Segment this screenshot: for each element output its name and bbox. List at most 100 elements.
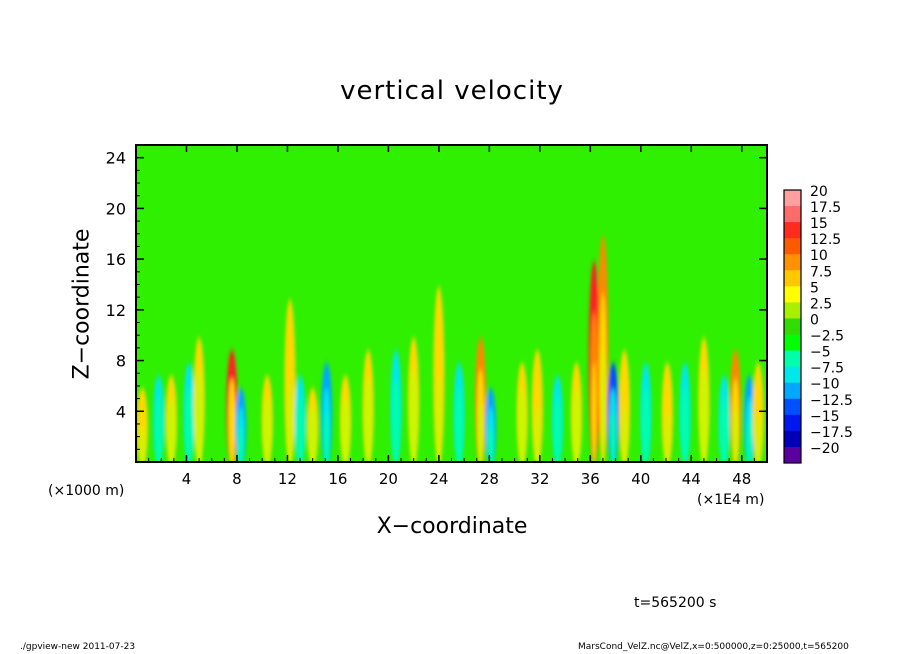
y-tick-label-12: 12 (106, 301, 126, 320)
colorbar-label-15: −17.5 (810, 425, 853, 441)
colorbar-label-16: −20 (810, 441, 840, 457)
x-tick-label-40: 40 (631, 470, 650, 488)
y-tick-label-8: 8 (116, 352, 126, 371)
heatmap-plume-1-2 (196, 400, 202, 462)
colorbar-swatch-12 (784, 382, 801, 400)
colorbar-swatch-0 (784, 190, 801, 207)
x-tick-label-48: 48 (732, 470, 751, 488)
heatmap-plume-19-1 (553, 397, 562, 462)
y-tick-label-24: 24 (106, 149, 126, 168)
y-tick-label-16: 16 (106, 250, 126, 269)
x-tick-label-12: 12 (278, 470, 297, 488)
colorbar: 2017.51512.5107.552.50−2.5−5−7.5−10−12.5… (783, 184, 853, 464)
heatmap-plume-27-1 (681, 387, 689, 462)
heatmap-field (136, 235, 764, 462)
footer-program-date: ./gpview-new 2011-07-23 (20, 642, 136, 652)
heatmap-plume-30-2 (733, 406, 738, 462)
colorbar-label-6: 5 (810, 280, 819, 296)
heatmap-plume-33-2 (140, 425, 145, 462)
x-axis-unit-label: (×1000 m) (48, 483, 125, 499)
x-tick-label-8: 8 (232, 470, 242, 488)
heatmap-plume-4-1 (263, 397, 271, 462)
colorbar-swatch-3 (784, 238, 801, 255)
x-tick-label-36: 36 (581, 470, 600, 488)
heatmap-plume-26-2 (665, 413, 670, 462)
heatmap-plume-11-2 (393, 406, 399, 462)
x-tick-label-44: 44 (682, 470, 701, 488)
heatmap-plume-34-1 (155, 397, 163, 462)
colorbar-label-1: 17.5 (810, 200, 841, 216)
colorbar-swatch-16 (784, 446, 801, 464)
colorbar-swatch-10 (784, 350, 801, 368)
colorbar-label-14: −15 (810, 409, 840, 425)
colorbar-swatch-9 (784, 334, 801, 352)
heatmap-plume-3-2 (238, 425, 243, 462)
y-tick-label-20: 20 (106, 199, 126, 218)
colorbar-swatch-15 (784, 430, 801, 448)
time-annotation: t=565200 s (634, 595, 717, 611)
heatmap-plume-25-2 (643, 413, 649, 462)
colorbar-swatch-6 (784, 286, 801, 303)
heatmap-plume-17-1 (518, 387, 526, 462)
heatmap-plume-14-1 (455, 387, 463, 462)
colorbar-label-2: 15 (810, 216, 828, 232)
heatmap-plume-0-1 (185, 387, 193, 462)
heatmap-plume-23-2 (610, 413, 616, 462)
colorbar-label-4: 10 (810, 248, 828, 264)
heatmap-plume-10-1 (364, 378, 372, 462)
x-axis-scale-label: (×1E4 m) (697, 492, 765, 508)
heatmap-plume-9-2 (343, 419, 348, 462)
colorbar-label-8: 0 (810, 312, 819, 328)
colorbar-label-13: −12.5 (810, 393, 853, 409)
colorbar-swatch-8 (784, 318, 801, 336)
x-tick-label-20: 20 (379, 470, 398, 488)
heatmap-plume-7-1 (309, 406, 317, 462)
heatmap-plume-31-2 (747, 419, 752, 462)
x-tick-label-24: 24 (429, 470, 448, 488)
colorbar-swatch-7 (784, 302, 801, 319)
heatmap-plume-13-2 (436, 375, 442, 462)
heatmap-plume-21-2 (591, 362, 597, 462)
colorbar-label-5: 7.5 (810, 264, 832, 280)
colorbar-label-11: −7.5 (810, 361, 844, 377)
x-tick-label-16: 16 (328, 470, 347, 488)
heatmap-plume-15-2 (478, 400, 483, 462)
colorbar-swatch-11 (784, 366, 801, 384)
heatmap-plume-20-1 (572, 387, 581, 462)
colorbar-swatch-4 (784, 254, 801, 271)
colorbar-swatch-13 (784, 398, 801, 416)
heatmap-plume-18-2 (535, 406, 540, 462)
y-tick-label-4: 4 (116, 402, 126, 421)
x-tick-label-32: 32 (530, 470, 549, 488)
colorbar-label-12: −10 (810, 377, 840, 393)
heatmap-plume-12-2 (411, 400, 416, 462)
colorbar-label-10: −5 (810, 345, 831, 361)
heatmap-plume-8-2 (324, 413, 329, 462)
heatmap-plume-6-2 (297, 419, 303, 462)
colorbar-swatch-1 (784, 206, 801, 223)
x-axis-ticks: 4 8 12 16 20 24 28 32 36 40 44 48 (148, 145, 755, 488)
footer-data-source: MarsCond_VelZ.nc@VelZ,x=0:500000,z=0:250… (578, 642, 849, 652)
x-tick-label-4: 4 (182, 470, 192, 488)
heatmap-plume-2-2 (229, 406, 235, 462)
colorbar-label-3: 12.5 (810, 232, 841, 248)
colorbar-label-0: 20 (810, 184, 828, 200)
colorbar-label-9: −2.5 (810, 329, 844, 345)
chart-title: vertical velocity (340, 76, 564, 106)
colorbar-frame (783, 189, 802, 464)
colorbar-swatch-14 (784, 414, 801, 432)
colorbar-swatch-2 (784, 222, 801, 239)
heatmap-plume-24-2 (622, 406, 627, 462)
y-axis-ticks: 4 8 12 16 20 24 (106, 149, 767, 450)
x-tick-label-28: 28 (480, 470, 499, 488)
heatmap-plume-28-1 (700, 368, 708, 462)
heatmap-plume-5-2 (287, 381, 293, 462)
colorbar-label-7: 2.5 (810, 296, 832, 312)
heatmap-plume-22-2 (600, 349, 606, 462)
y-axis-label: Z−coordinate (69, 228, 95, 380)
x-axis-label: X−coordinate (376, 514, 528, 539)
colorbar-swatch-5 (784, 270, 801, 287)
heatmap-plume-32-2 (755, 413, 761, 462)
heatmap-plume-35-1 (167, 397, 175, 462)
